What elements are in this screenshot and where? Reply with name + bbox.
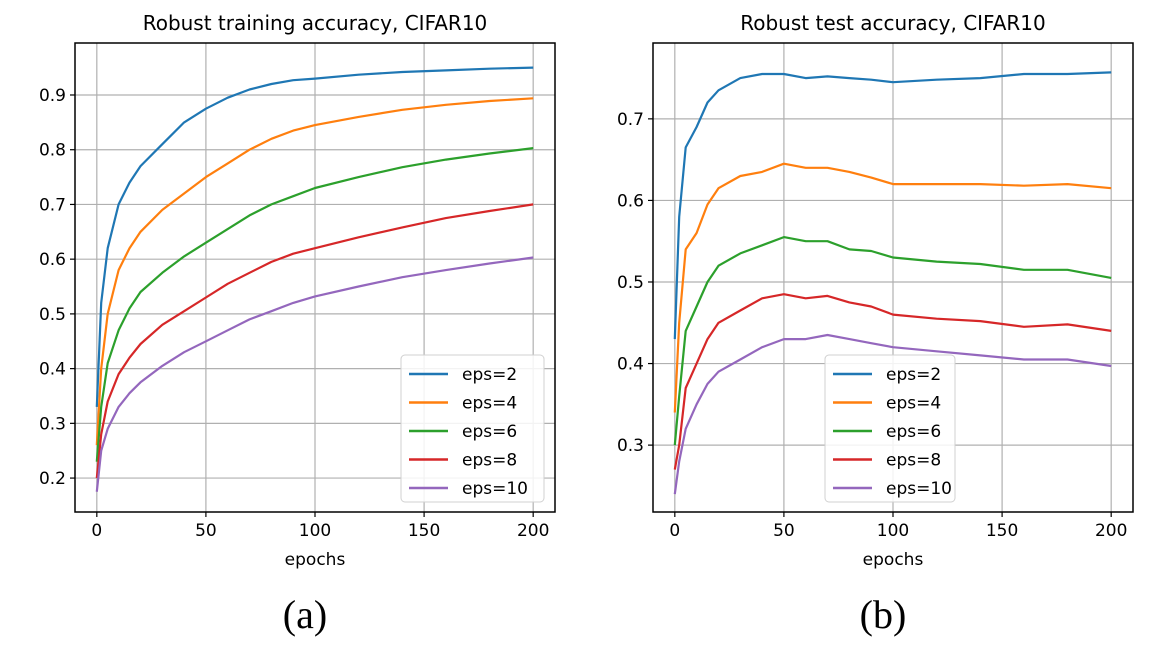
chart-panel-0: 0 50 100 150 200 0.2 0.3 0.4 0.5 0.6 0.7 0.8 0.9 Robu… — [39, 11, 556, 637]
y-tick-label: 0.7 — [617, 110, 644, 130]
series-line-eps=10 — [95, 256, 534, 492]
series-line-eps=6 — [95, 147, 534, 462]
series-line-eps=10 — [673, 333, 1112, 495]
legend: eps=2 eps=4 eps=6 eps=8 eps=10 — [824, 354, 956, 503]
legend-label: eps=6 — [886, 422, 941, 442]
y-tick-label: 0.5 — [617, 273, 644, 293]
x-axis-label: epochs — [863, 550, 924, 570]
legend-label: eps=8 — [462, 451, 517, 471]
x-tick-label: 150 — [986, 521, 1018, 541]
series-line-eps=2 — [673, 71, 1112, 340]
x-tick-label: 100 — [877, 521, 909, 541]
legend-label: eps=10 — [462, 479, 528, 499]
x-axis-label: epochs — [285, 550, 346, 570]
axes-frame — [74, 42, 556, 513]
y-tick-label: 0.6 — [617, 191, 644, 211]
x-tick-label: 200 — [517, 521, 549, 541]
x-tick-label: 50 — [773, 521, 795, 541]
x-tick-label: 200 — [1095, 521, 1127, 541]
legend-label: eps=2 — [886, 365, 941, 385]
series-line-eps=8 — [95, 203, 534, 479]
series-line-eps=8 — [673, 293, 1112, 470]
chart-title: Robust test accuracy, CIFAR10 — [740, 11, 1046, 35]
y-tick-label: 0.6 — [39, 250, 66, 270]
chart-panel-1: 0 50 100 150 200 0.3 0.4 0.5 0.6 0.7 Robust test a… — [617, 11, 1134, 637]
panel-caption: (a) — [283, 592, 327, 637]
y-tick-label: 0.7 — [39, 195, 66, 215]
x-tick-label: 50 — [195, 521, 217, 541]
legend-label: eps=6 — [462, 422, 517, 442]
x-tick-label: 0 — [91, 521, 102, 541]
x-tick-label: 100 — [299, 521, 331, 541]
legend-box — [400, 354, 545, 503]
chart-title: Robust training accuracy, CIFAR10 — [143, 11, 488, 35]
y-tick-label: 0.3 — [39, 414, 66, 434]
axes-frame — [652, 42, 1134, 513]
legend-label: eps=2 — [462, 365, 517, 385]
legend: eps=2 eps=4 eps=6 eps=8 eps=10 — [400, 354, 545, 503]
legend-label: eps=8 — [886, 451, 941, 471]
legend-label: eps=10 — [886, 479, 952, 499]
legend-label: eps=4 — [462, 394, 517, 414]
y-tick-label: 0.4 — [617, 355, 644, 375]
y-tick-label: 0.2 — [39, 469, 66, 489]
legend-box — [824, 354, 956, 503]
series-line-eps=2 — [95, 66, 534, 407]
series-line-eps=4 — [673, 162, 1112, 413]
y-tick-label: 0.3 — [617, 436, 644, 456]
legend-label: eps=4 — [886, 394, 941, 414]
series-line-eps=6 — [673, 236, 1112, 446]
panel-caption: (b) — [860, 592, 907, 637]
series-line-eps=4 — [95, 97, 534, 446]
y-tick-label: 0.9 — [39, 86, 66, 106]
x-tick-label: 0 — [669, 521, 680, 541]
y-tick-label: 0.4 — [39, 360, 66, 380]
y-tick-label: 0.5 — [39, 305, 66, 325]
y-tick-label: 0.8 — [39, 141, 66, 161]
x-tick-label: 150 — [408, 521, 440, 541]
